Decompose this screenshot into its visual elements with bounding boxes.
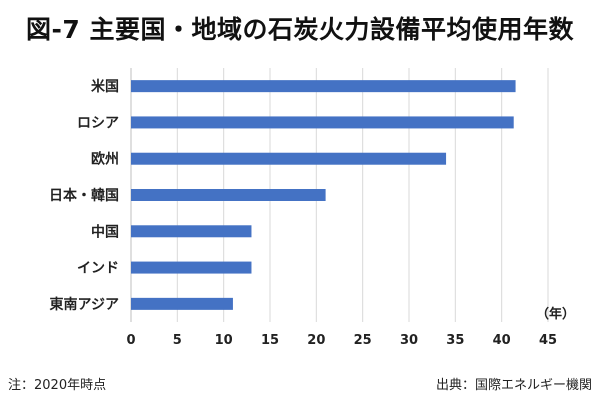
bar bbox=[131, 261, 252, 274]
bar bbox=[131, 80, 516, 93]
bar bbox=[131, 116, 514, 129]
x-tick-label: 0 bbox=[126, 333, 135, 348]
category-label: 欧州 bbox=[91, 151, 119, 168]
chart-title: 図-7 主要国・地域の石炭火力設備平均使用年数 bbox=[26, 15, 574, 44]
x-tick-label: 5 bbox=[173, 333, 182, 348]
bar bbox=[131, 189, 326, 201]
category-label: インド bbox=[77, 261, 119, 277]
category-label: 東南アジア bbox=[50, 296, 119, 313]
x-tick-label: 35 bbox=[446, 333, 464, 348]
x-tick-label: 30 bbox=[400, 333, 418, 348]
category-label: ロシア bbox=[77, 115, 119, 131]
x-axis-unit-label: （年） bbox=[536, 306, 575, 322]
x-tick-label: 25 bbox=[354, 333, 372, 348]
category-label: 日本・韓国 bbox=[49, 187, 119, 204]
bar bbox=[131, 297, 233, 310]
x-tick-label: 20 bbox=[307, 333, 325, 348]
bar bbox=[131, 152, 447, 165]
footnote: 注：2020年時点 bbox=[8, 378, 107, 393]
category-label: 中国 bbox=[91, 223, 119, 240]
category-label: 米国 bbox=[91, 78, 119, 95]
x-tick-label: 45 bbox=[539, 333, 557, 348]
x-tick-labels: 0 5 10 15 20 25 30 35 40 45 bbox=[126, 333, 557, 348]
bar bbox=[131, 225, 252, 238]
source-note: 出典：国際エネルギー機関 bbox=[435, 378, 592, 393]
bars bbox=[131, 80, 516, 310]
x-tick-label: 15 bbox=[261, 333, 279, 348]
x-tick-label: 40 bbox=[493, 333, 511, 348]
x-tick-label: 10 bbox=[215, 333, 233, 348]
